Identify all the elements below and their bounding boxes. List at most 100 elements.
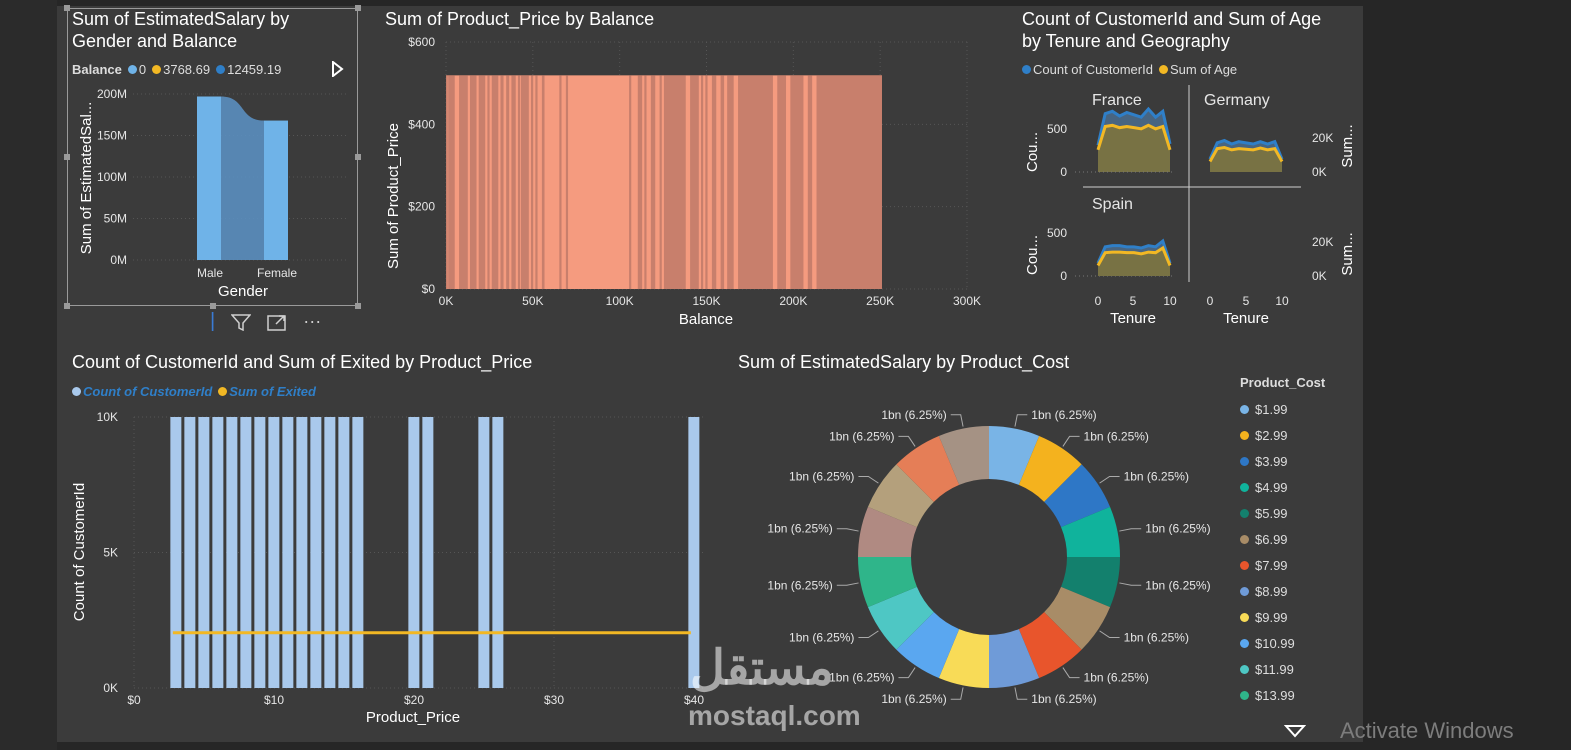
- mostaql-watermark-arabic: مستقل: [690, 642, 834, 695]
- legend-item[interactable]: 0: [127, 62, 146, 77]
- resize-handle[interactable]: [64, 303, 70, 309]
- x-tick: 100K: [606, 294, 634, 308]
- legend-dot-icon: [218, 387, 228, 396]
- x-tick: 5: [1243, 294, 1250, 308]
- resize-handle[interactable]: [355, 154, 361, 160]
- legend-item[interactable]: Sum of Exited: [218, 384, 316, 399]
- visual4-x-axis-label: Product_Price: [366, 709, 460, 726]
- slice-data-label: 1bn (6.25%): [767, 578, 832, 592]
- slice-leader-line: [950, 687, 964, 700]
- legend-next-arrow-icon[interactable]: [330, 61, 344, 77]
- bar-count-of-customerid: [254, 417, 266, 688]
- slice-$6.99: [1044, 586, 1111, 650]
- legend-item[interactable]: Count of CustomerId: [72, 384, 212, 399]
- visual4-title: Count of CustomerId and Sum of Exited by…: [72, 352, 533, 372]
- line-count-of-customerid: [1208, 138, 1284, 160]
- left-axis-label: Cou...: [1024, 132, 1041, 172]
- more-options-icon[interactable]: ···: [303, 311, 322, 331]
- focus-mode-icon[interactable]: [267, 313, 287, 331]
- y-tick: 50M: [104, 212, 127, 226]
- legend-item[interactable]: $10.99: [1240, 630, 1325, 656]
- slice-leader-line: [858, 630, 879, 639]
- slice-leader-line: [1119, 582, 1142, 586]
- legend-item[interactable]: $2.99: [1240, 422, 1325, 448]
- legend-label: Sum of Age: [1169, 62, 1238, 77]
- legend-item[interactable]: $1.99: [1240, 396, 1325, 422]
- legend-item[interactable]: Count of CustomerId: [1022, 62, 1153, 77]
- bar: [487, 75, 490, 289]
- legend-dot-icon: [1240, 690, 1249, 700]
- bar: [629, 75, 632, 289]
- x-tick: 50K: [522, 294, 543, 308]
- info-icon[interactable]: |: [210, 310, 216, 332]
- legend-dot-icon: [1240, 612, 1249, 622]
- legend-dot-icon: [152, 65, 162, 74]
- bar: [701, 75, 704, 289]
- visual3-title-line1: Count of CustomerId and Sum of Age: [1022, 9, 1322, 29]
- slice-$2.99: [1018, 435, 1082, 502]
- left-axis-label: Cou...: [1024, 235, 1041, 275]
- resize-handle[interactable]: [210, 303, 216, 309]
- x-tick: 10: [1163, 294, 1177, 308]
- resize-handle[interactable]: [64, 5, 70, 11]
- resize-handle[interactable]: [355, 303, 361, 309]
- bar-count-of-customerid: [324, 417, 336, 688]
- chevron-down-icon[interactable]: [1284, 724, 1306, 738]
- visual1-title-line2: Gender and Balance: [72, 31, 238, 51]
- y-tick: 200M: [97, 87, 127, 101]
- area-sum-of-age: [1210, 147, 1282, 172]
- slice-$8.99: [989, 629, 1040, 688]
- slice-$13.99: [858, 557, 917, 608]
- bar: [663, 75, 686, 289]
- slice-$10.99: [896, 612, 960, 679]
- line-count-of-customerid: [1096, 238, 1172, 264]
- legend-dot-icon: [127, 65, 137, 74]
- bar: [500, 75, 504, 289]
- bar-count-of-customerid: [310, 417, 322, 688]
- visual4-chart: 10K 5K 0K $0 $10 $20 $30 $40 Count of CustomerI…: [71, 410, 704, 726]
- y-tick: 10K: [97, 410, 118, 424]
- legend-item[interactable]: $11.99: [1240, 656, 1325, 682]
- filter-icon[interactable]: [231, 313, 252, 331]
- legend-dot-icon: [1240, 638, 1249, 648]
- bar-count-of-customerid: [198, 417, 210, 688]
- legend-item[interactable]: $4.99: [1240, 474, 1325, 500]
- legend-item[interactable]: $8.99: [1240, 578, 1325, 604]
- legend-label: $1.99: [1255, 401, 1288, 417]
- slice-$15.99: [867, 464, 934, 528]
- bar: [659, 75, 662, 289]
- slice-leader-line: [1014, 414, 1028, 427]
- slice-$3.99: [1044, 464, 1111, 528]
- slice-leader-line: [1014, 687, 1028, 700]
- resize-handle[interactable]: [64, 154, 70, 160]
- bar-male: [197, 96, 221, 261]
- legend-dot-icon: [1240, 664, 1249, 674]
- legend-item[interactable]: $9.99: [1240, 604, 1325, 630]
- bar: [644, 75, 647, 289]
- legend-item[interactable]: $3.99: [1240, 448, 1325, 474]
- visual1-selection-frame[interactable]: [64, 5, 361, 309]
- bar-count-of-customerid: [296, 417, 308, 688]
- area-sum-of-age: [1098, 248, 1170, 276]
- legend-item[interactable]: 12459.19: [216, 62, 281, 77]
- bar: [650, 75, 656, 289]
- y-tick: $0: [422, 282, 436, 296]
- legend-item[interactable]: $6.99: [1240, 526, 1325, 552]
- slice-data-label: 1bn (6.25%): [1084, 429, 1149, 443]
- slice-leader-line: [1119, 528, 1142, 532]
- legend-item[interactable]: Sum of Age: [1158, 62, 1238, 77]
- line-sum-of-age: [1096, 123, 1172, 151]
- visual4-legend: Count of CustomerId Sum of Exited: [72, 384, 316, 399]
- legend-item[interactable]: 3768.69: [152, 62, 210, 77]
- panel-title-france: France: [1092, 92, 1142, 109]
- resize-handle[interactable]: [355, 5, 361, 11]
- legend-item[interactable]: $13.99: [1240, 682, 1325, 708]
- legend-item[interactable]: $7.99: [1240, 552, 1325, 578]
- visual5-title: Sum of EstimatedSalary by Product_Cost: [738, 352, 1070, 372]
- slice-leader-line: [898, 435, 916, 447]
- area-sum-of-age: [1098, 125, 1170, 172]
- legend-label: Count of CustomerId: [83, 384, 213, 399]
- bar: [446, 75, 448, 289]
- bar: [807, 75, 813, 289]
- legend-item[interactable]: $5.99: [1240, 500, 1325, 526]
